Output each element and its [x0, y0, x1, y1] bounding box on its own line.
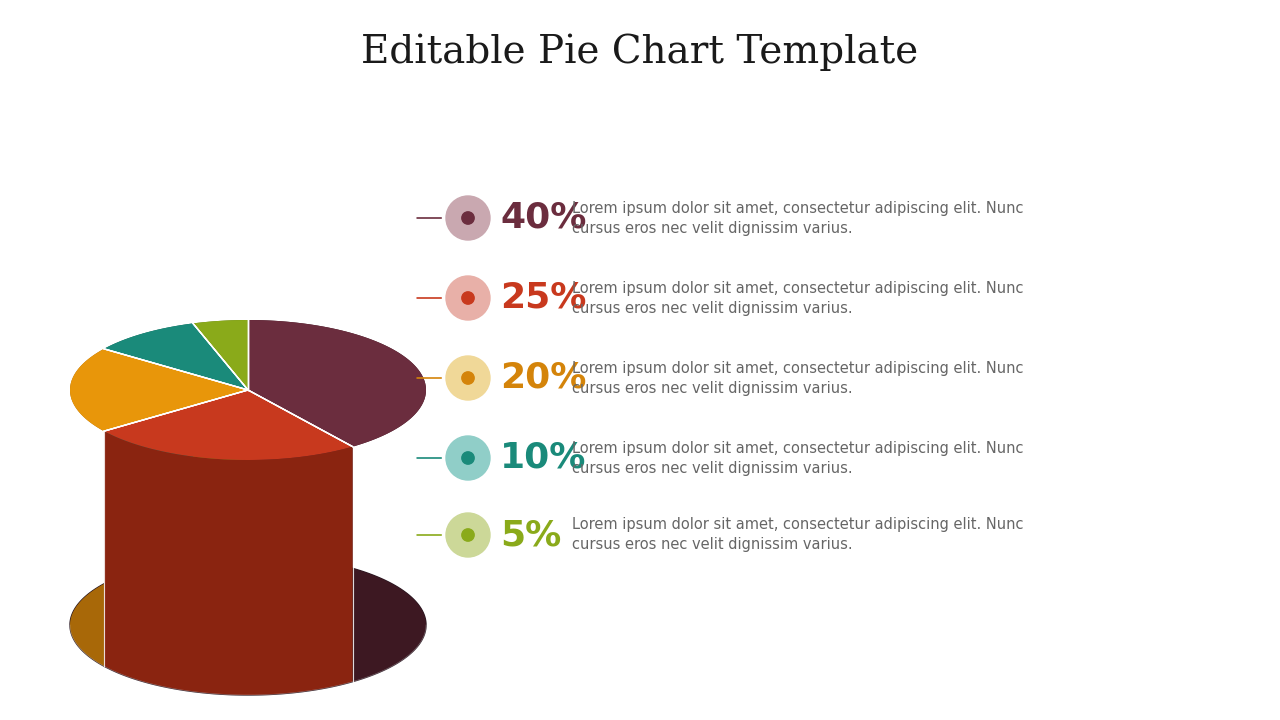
Text: cursus eros nec velit dignissim varius.: cursus eros nec velit dignissim varius. — [572, 300, 852, 315]
Text: 10%: 10% — [500, 441, 586, 475]
Polygon shape — [104, 390, 352, 460]
Text: cursus eros nec velit dignissim varius.: cursus eros nec velit dignissim varius. — [572, 538, 852, 552]
Polygon shape — [248, 320, 426, 682]
Circle shape — [445, 356, 490, 400]
Polygon shape — [104, 323, 248, 390]
Polygon shape — [70, 349, 248, 431]
Circle shape — [462, 452, 474, 464]
Polygon shape — [70, 555, 426, 695]
Circle shape — [462, 528, 474, 541]
Text: Lorem ipsum dolor sit amet, consectetur adipiscing elit. Nunc: Lorem ipsum dolor sit amet, consectetur … — [572, 361, 1024, 376]
Polygon shape — [193, 320, 248, 390]
Circle shape — [462, 372, 474, 384]
Text: Lorem ipsum dolor sit amet, consectetur adipiscing elit. Nunc: Lorem ipsum dolor sit amet, consectetur … — [572, 518, 1024, 533]
Text: cursus eros nec velit dignissim varius.: cursus eros nec velit dignissim varius. — [572, 380, 852, 395]
Circle shape — [445, 513, 490, 557]
Text: 25%: 25% — [500, 281, 586, 315]
Text: 40%: 40% — [500, 201, 586, 235]
Circle shape — [445, 276, 490, 320]
Text: Editable Pie Chart Template: Editable Pie Chart Template — [361, 33, 919, 71]
Polygon shape — [70, 349, 104, 666]
Text: Lorem ipsum dolor sit amet, consectetur adipiscing elit. Nunc: Lorem ipsum dolor sit amet, consectetur … — [572, 441, 1024, 456]
Polygon shape — [248, 320, 426, 446]
Circle shape — [445, 196, 490, 240]
Text: Lorem ipsum dolor sit amet, consectetur adipiscing elit. Nunc: Lorem ipsum dolor sit amet, consectetur … — [572, 200, 1024, 215]
Polygon shape — [193, 320, 248, 559]
Text: cursus eros nec velit dignissim varius.: cursus eros nec velit dignissim varius. — [572, 220, 852, 235]
Text: Lorem ipsum dolor sit amet, consectetur adipiscing elit. Nunc: Lorem ipsum dolor sit amet, consectetur … — [572, 281, 1024, 295]
Text: cursus eros nec velit dignissim varius.: cursus eros nec velit dignissim varius. — [572, 461, 852, 475]
Polygon shape — [104, 323, 193, 584]
Text: 5%: 5% — [500, 518, 561, 552]
Circle shape — [462, 292, 474, 304]
Circle shape — [462, 212, 474, 224]
Text: 20%: 20% — [500, 361, 586, 395]
Polygon shape — [104, 431, 352, 695]
Circle shape — [445, 436, 490, 480]
